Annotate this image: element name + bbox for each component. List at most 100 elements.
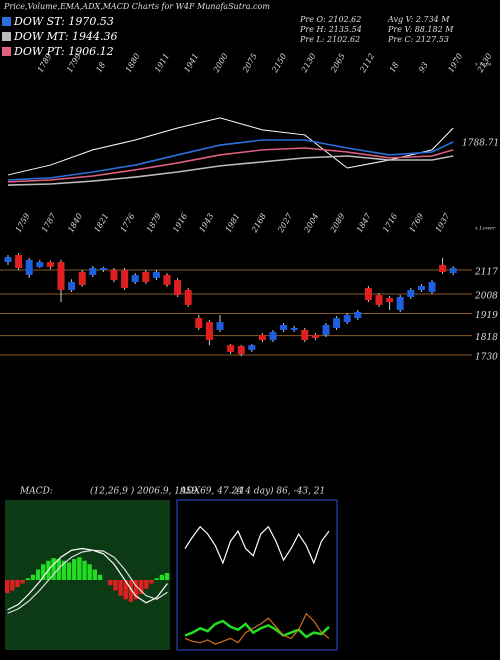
candle-body xyxy=(152,271,160,278)
candle-body xyxy=(4,257,12,263)
legend-swatch xyxy=(2,32,11,41)
panel xyxy=(176,499,338,651)
ema-line xyxy=(7,155,454,186)
top-label: 93 xyxy=(417,61,430,74)
top-label: 18 xyxy=(94,61,107,74)
candle-body xyxy=(25,259,33,276)
candle-body xyxy=(15,255,23,269)
last-label: 1788.71 xyxy=(462,139,499,149)
histogram-bar xyxy=(30,574,36,580)
histogram-bar xyxy=(144,580,149,589)
histogram-bar xyxy=(133,580,139,600)
candle-body xyxy=(121,269,129,289)
adx-line xyxy=(184,525,330,565)
histogram-bar xyxy=(72,559,77,580)
legend-text: DOW MT: 1944.36 xyxy=(13,30,118,43)
histogram-bar xyxy=(35,569,41,580)
histogram-bar xyxy=(108,580,113,586)
info-text: Pre V: 88.182 M xyxy=(387,25,454,34)
macd-line xyxy=(7,549,168,614)
candle-body xyxy=(174,280,182,296)
candle-body xyxy=(449,268,457,274)
histogram-bar xyxy=(118,580,123,596)
candle-body xyxy=(396,297,404,310)
info-text: Pre L: 2102.62 xyxy=(299,35,360,44)
y-tick-label: 1730 xyxy=(475,353,498,363)
corner-label: x Tops xyxy=(475,62,492,68)
histogram-bar xyxy=(56,559,61,580)
adx-line xyxy=(184,612,330,645)
histogram-bar xyxy=(25,578,30,580)
candle-body xyxy=(142,271,150,283)
candle-body xyxy=(301,329,309,341)
histogram-bar xyxy=(128,580,134,602)
histogram-bar xyxy=(154,578,159,580)
histogram-bar xyxy=(92,569,98,580)
histogram-bar xyxy=(123,580,128,600)
candle-body xyxy=(36,262,44,267)
candle-body xyxy=(237,346,245,355)
candle-body xyxy=(110,269,118,281)
histogram-bar xyxy=(61,560,67,580)
histogram-bar xyxy=(66,562,72,580)
legend-swatch xyxy=(2,17,11,26)
info-text: Pre O: 2102.62 xyxy=(299,15,361,24)
y-tick-label: 1919 xyxy=(475,311,498,321)
histogram-bar xyxy=(159,574,165,580)
panel-subtitle: (14 day) 86, -43, 21 xyxy=(236,486,325,497)
panel-title: ADX xyxy=(179,487,201,497)
histogram-bar xyxy=(113,580,118,591)
candle-body xyxy=(364,288,372,301)
candle-body xyxy=(428,282,436,292)
adx-line xyxy=(184,619,330,639)
candle-body xyxy=(99,268,107,270)
candle-body xyxy=(354,311,362,319)
histogram-bar xyxy=(10,580,15,591)
corner-label: x Lower xyxy=(475,226,496,232)
histogram-bar xyxy=(164,573,170,580)
candle-body xyxy=(322,324,330,336)
candle-body xyxy=(163,275,171,285)
candle-body xyxy=(68,282,76,290)
y-tick-label: 2008 xyxy=(474,291,498,301)
candle-body xyxy=(227,345,235,352)
candle-body xyxy=(57,262,65,290)
histogram-bar xyxy=(41,564,46,580)
candle-body xyxy=(333,318,341,328)
candle-body xyxy=(78,271,86,285)
info-text: Pre C: 2127.53 xyxy=(387,35,449,44)
histogram-bar xyxy=(97,574,103,580)
candle-body xyxy=(46,262,54,267)
ema-line xyxy=(7,139,454,181)
histogram-bar xyxy=(51,558,56,580)
candle-body xyxy=(311,335,319,339)
candle-body xyxy=(258,335,266,341)
top-label: 18 xyxy=(388,61,401,74)
candle-body xyxy=(439,264,447,272)
info-text: Avg V: 2.734 M xyxy=(387,15,450,24)
panel-title: MACD: xyxy=(19,487,53,497)
legend-text: DOW PT: 1906.12 xyxy=(13,45,114,58)
candle-body xyxy=(184,289,192,305)
candle-body xyxy=(248,345,256,350)
candle-body xyxy=(89,268,97,276)
histogram-bar xyxy=(20,580,25,584)
candle-body xyxy=(280,324,288,330)
ema-line xyxy=(7,147,454,183)
y-tick-label: 2117 xyxy=(474,267,498,277)
candle-body xyxy=(195,318,203,328)
candle-body xyxy=(131,275,139,283)
candle-body xyxy=(205,322,213,341)
histogram-bar xyxy=(5,580,10,594)
candle-body xyxy=(386,298,394,303)
legend-swatch xyxy=(2,47,11,56)
candle-body xyxy=(290,327,298,330)
page-title: Price,Volume,EMA,ADX,MACD Charts for W4F… xyxy=(3,2,270,11)
macd-line xyxy=(7,547,168,611)
histogram-bar xyxy=(149,580,154,584)
histogram-bar xyxy=(77,557,82,580)
info-text: Pre H: 2135.54 xyxy=(299,25,362,34)
candle-body xyxy=(269,331,277,341)
candle-body xyxy=(343,315,351,323)
